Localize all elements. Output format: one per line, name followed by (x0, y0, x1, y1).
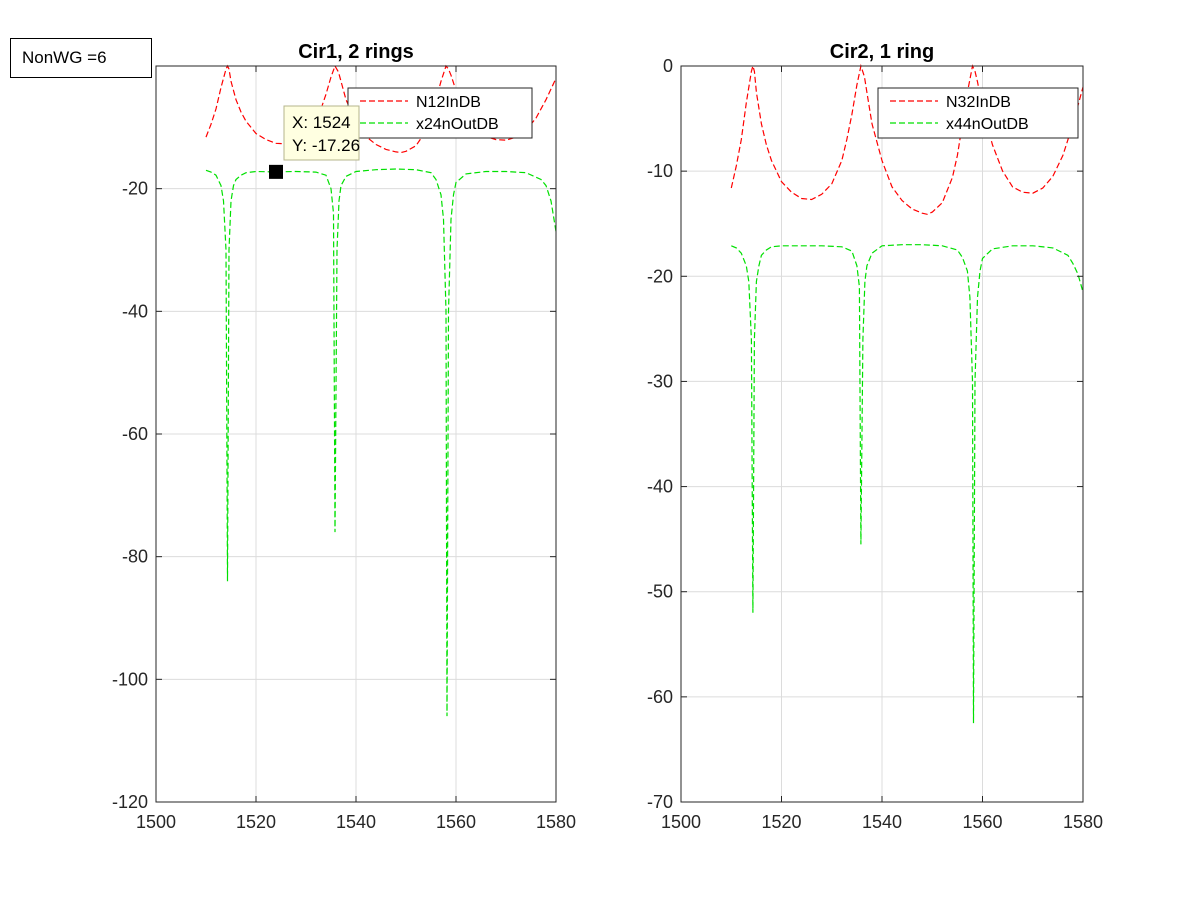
y-tick-label: -60 (647, 687, 673, 707)
chart-title: Cir2, 1 ring (830, 41, 934, 63)
series-line-x24nOutDB (205, 168, 557, 717)
x-tick-label: 1540 (336, 812, 376, 832)
y-tick-label: -80 (122, 547, 148, 567)
legend-label: x44nOutDB (946, 116, 1029, 133)
legend-label: N32InDB (946, 94, 1011, 111)
legend-box (877, 87, 1079, 139)
y-tick-label: -30 (647, 371, 673, 391)
y-tick-label: -20 (122, 179, 148, 199)
x-tick-label: 1520 (761, 812, 801, 832)
datatip: X: 1524 Y: -17.26 (283, 105, 360, 161)
legend-box (347, 87, 533, 139)
y-tick-label: -40 (122, 301, 148, 321)
chart-1: 1500 1520 1540 1560 1580 -120 -100 -80 -60 -40 -20… (112, 41, 576, 832)
chart-title: Cir1, 2 rings (298, 41, 414, 63)
x-tick-label: 1580 (536, 812, 576, 832)
y-tick-label: -60 (122, 424, 148, 444)
datatip-y: Y: -17.26 (292, 136, 360, 155)
x-tick-label: 1580 (1063, 812, 1103, 832)
chart-2: 1500 1520 1540 1560 1580 -70 -60 -50 -40 -30 -20 -1… (647, 41, 1103, 832)
y-tick-label: -100 (112, 669, 148, 689)
x-tick-label: 1500 (136, 812, 176, 832)
x-tick-label: 1520 (236, 812, 276, 832)
x-tick-label: 1500 (661, 812, 701, 832)
datatip-x: X: 1524 (292, 113, 351, 132)
series-line-x44nOutDB (731, 244, 1084, 724)
nonwg-annotation: NonWG =6 (10, 38, 152, 78)
x-tick-label: 1560 (962, 812, 1002, 832)
y-tick-label: -50 (647, 582, 673, 602)
y-tick-label: -70 (647, 792, 673, 812)
legend-label: x24nOutDB (416, 116, 499, 133)
datatip-marker (269, 164, 283, 179)
series-line-N32InDB (730, 63, 1084, 215)
x-tick-label: 1540 (862, 812, 902, 832)
y-tick-label: -20 (647, 266, 673, 286)
y-tick-label: -120 (112, 792, 148, 812)
datatip-box (283, 105, 360, 161)
y-tick-label: 0 (663, 56, 673, 76)
x-tick-label: 1560 (436, 812, 476, 832)
y-tick-label: -10 (647, 161, 673, 181)
y-tick-label: -40 (647, 477, 673, 497)
legend-label: N12InDB (416, 94, 481, 111)
legend: N32InDB x44nOutDB (877, 87, 1079, 139)
legend: N12InDB x24nOutDB (347, 87, 533, 139)
